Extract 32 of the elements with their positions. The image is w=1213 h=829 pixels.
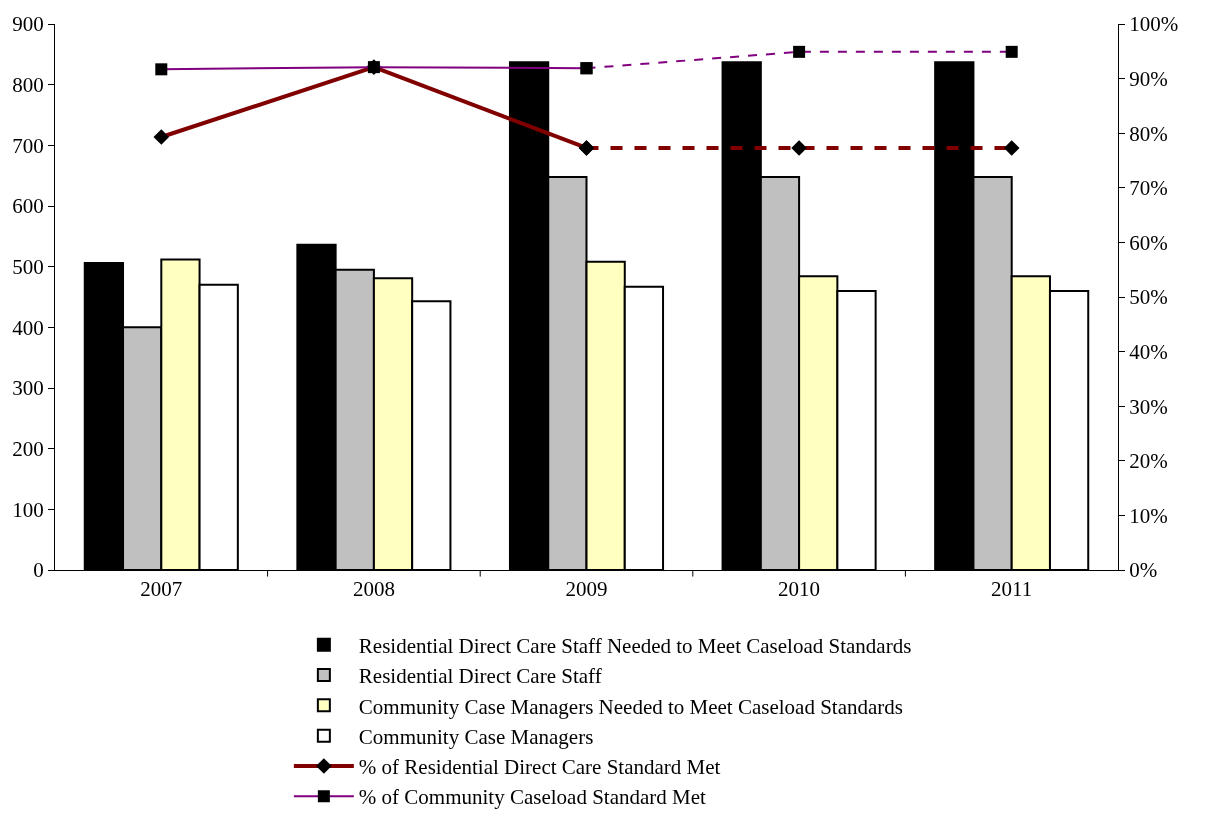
x-tick-label: 2007 bbox=[140, 577, 183, 602]
y-tick-label: 400 bbox=[12, 315, 44, 340]
y2-tick-label: 60% bbox=[1129, 230, 1168, 255]
y2-tick-label: 50% bbox=[1129, 285, 1168, 310]
y2-tick-label: 20% bbox=[1129, 449, 1168, 474]
y-tick-label: 0 bbox=[33, 558, 44, 583]
y-tick-label: 200 bbox=[12, 437, 44, 462]
legend-label: Community Case Managers Needed to Meet Caseload Standards bbox=[358, 694, 903, 719]
y2-tick-label: 70% bbox=[1129, 176, 1168, 201]
x-tick-label: 2010 bbox=[778, 577, 821, 602]
y2-tick-label: 100% bbox=[1129, 12, 1179, 37]
legend-label: Residential Direct Care Staff bbox=[358, 664, 602, 689]
y-tick-label: 300 bbox=[12, 376, 44, 401]
legend-label: % of Community Caseload Standard Met bbox=[358, 785, 707, 810]
y2-tick-label: 10% bbox=[1129, 503, 1168, 528]
y2-tick-label: 90% bbox=[1129, 66, 1168, 91]
legend-label: Community Case Managers bbox=[358, 724, 594, 749]
y-tick-label: 700 bbox=[12, 133, 44, 158]
y2-tick-label: 80% bbox=[1129, 121, 1168, 146]
legend-label: % of Residential Direct Care Standard Met bbox=[358, 755, 721, 780]
y-tick-label: 900 bbox=[12, 12, 44, 37]
y-tick-label: 600 bbox=[12, 194, 44, 219]
y2-tick-label: 40% bbox=[1129, 339, 1168, 364]
legend-label: Residential Direct Care Staff Needed to Meet Caseload Standards bbox=[358, 633, 912, 658]
y-tick-label: 500 bbox=[12, 255, 44, 280]
x-tick-label: 2008 bbox=[352, 577, 395, 602]
x-tick-label: 2011 bbox=[991, 577, 1033, 602]
y-tick-label: 100 bbox=[12, 497, 44, 522]
y2-tick-label: 0% bbox=[1129, 558, 1158, 583]
y2-tick-label: 30% bbox=[1129, 394, 1168, 419]
x-tick-label: 2009 bbox=[565, 577, 608, 602]
y-tick-label: 800 bbox=[12, 73, 44, 98]
